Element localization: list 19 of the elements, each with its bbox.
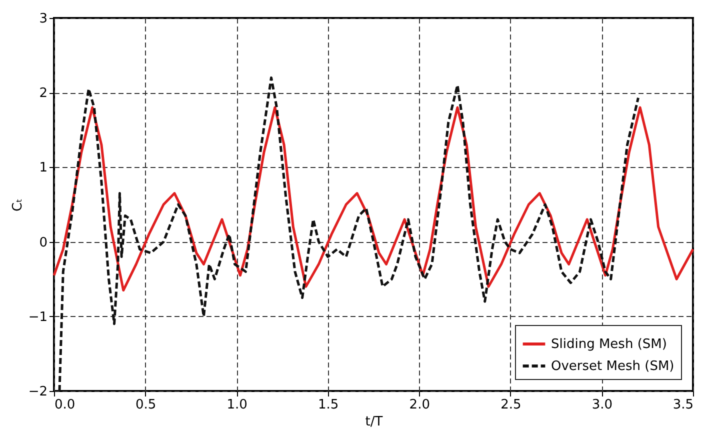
legend-label: Sliding Mesh (SM) [551, 337, 667, 352]
x-tick-label: 1.5 [318, 398, 339, 412]
x-tick-label: 2.0 [409, 398, 430, 412]
y-axis-title: Cₜ [10, 198, 26, 212]
y-tick-label: 1 [39, 160, 48, 176]
y-tick-label: −2 [28, 384, 48, 400]
x-tick-label: 0.5 [135, 398, 156, 412]
x-tick-label: 1.0 [226, 398, 248, 412]
x-tick-label: 3.0 [592, 398, 613, 412]
y-tick-label: −1 [28, 310, 48, 325]
x-axis-title: t/T [365, 414, 383, 430]
line-series [58, 76, 640, 392]
y-tick-label: 0 [39, 235, 48, 250]
legend-label: Overset Mesh (SM) [551, 359, 674, 374]
x-tick-label: 0.0 [54, 398, 76, 412]
x-tick-label: 3.5 [672, 398, 694, 412]
y-tick-label: 2 [39, 86, 48, 102]
x-tick-label: 2.5 [500, 398, 522, 412]
y-tick-label: 3 [39, 12, 48, 26]
